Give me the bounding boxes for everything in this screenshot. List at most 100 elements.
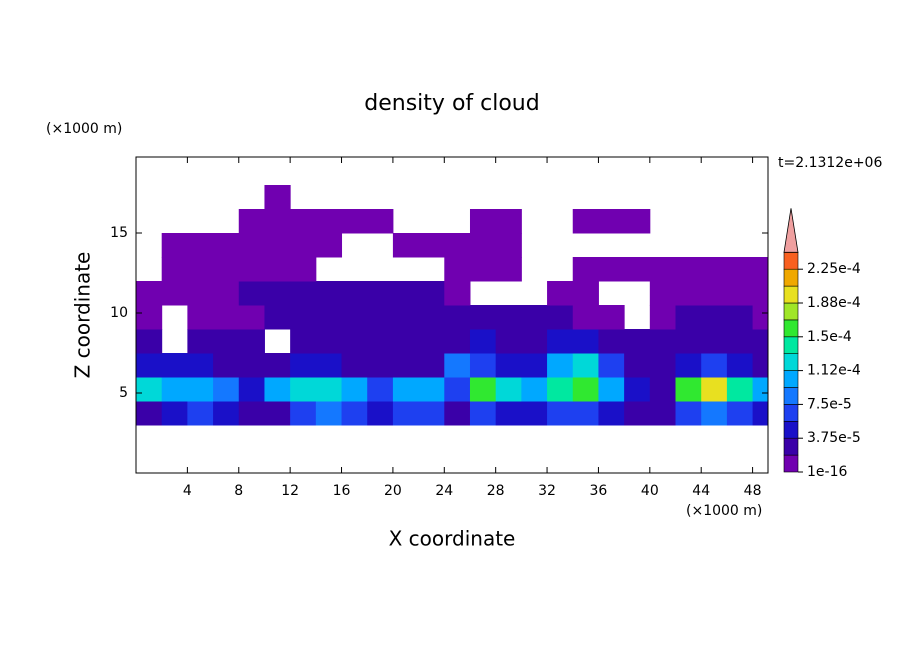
contour-cell [213, 377, 240, 402]
contour-cell [161, 233, 188, 258]
contour-cell [341, 305, 368, 330]
colorbar-segment [783, 420, 799, 439]
contour-cell [161, 353, 188, 378]
y-tick-label: 5 [119, 385, 128, 401]
contour-cell [726, 353, 754, 378]
contour-cell [187, 233, 214, 258]
contour-cell [521, 329, 548, 354]
contour-cell [367, 329, 394, 354]
contour-cell [726, 329, 754, 354]
contour-cell [547, 401, 574, 426]
colorbar-segment [783, 370, 799, 388]
contour-cell [649, 377, 677, 402]
plot-frame [135, 156, 769, 474]
contour-cell [238, 305, 265, 330]
contour-cell [598, 353, 625, 378]
x-tick-label: 40 [641, 483, 659, 499]
contour-cell [726, 377, 754, 402]
colorbar-segment [783, 302, 799, 321]
contour-cell [290, 377, 317, 402]
contour-cell [341, 281, 368, 306]
contour-cell [444, 233, 471, 258]
x-axis-title: X coordinate [389, 527, 516, 551]
contour-cell [213, 233, 240, 258]
contour-cell [495, 353, 522, 378]
contour-cell [392, 377, 420, 402]
contour-cell [547, 281, 574, 306]
contour-cell [213, 401, 240, 426]
contour-cell [624, 401, 651, 426]
contour-cell [521, 401, 548, 426]
contour-cell [572, 281, 599, 306]
contour-cell [187, 329, 214, 354]
contour-cell [444, 401, 471, 426]
contour-cell [264, 257, 291, 282]
contour-cell [495, 233, 522, 258]
contour-cell [392, 401, 420, 426]
contour-cell [315, 353, 343, 378]
contour-cell [238, 401, 265, 426]
contour-cell [495, 377, 522, 402]
contour-cell [469, 377, 497, 402]
y-tick-label: 15 [110, 225, 128, 241]
contour-cell [624, 257, 651, 282]
colorbar-segment [783, 336, 799, 354]
colorbar-label: 1e-16 [807, 464, 847, 480]
contour-cell [161, 401, 188, 426]
y-tick-label: 10 [110, 305, 128, 321]
contour-cell [187, 377, 214, 402]
chart-title: density of cloud [364, 91, 539, 116]
x-tick-label: 44 [692, 483, 710, 499]
contour-cell [675, 305, 702, 330]
contour-cell [418, 377, 445, 402]
contour-cell [726, 257, 754, 282]
contour-cell [598, 209, 625, 234]
contour-cell [572, 353, 599, 378]
contour-cell [444, 305, 471, 330]
contour-cell [701, 305, 728, 330]
contour-cell [521, 377, 548, 402]
contour-cell [521, 305, 548, 330]
contour-cell [752, 305, 768, 330]
contour-cell [315, 209, 343, 234]
contour-cell [572, 305, 599, 330]
contour-cell [264, 353, 291, 378]
contour-cell [136, 377, 163, 402]
contour-cell [290, 329, 317, 354]
x-tick-label: 48 [744, 483, 762, 499]
contour-cell [624, 377, 651, 402]
contour-cell [341, 377, 368, 402]
contour-cell [341, 353, 368, 378]
contour-cell [675, 329, 702, 354]
contour-cell [726, 401, 754, 426]
contour-cell [726, 305, 754, 330]
colorbar-segment [783, 404, 799, 422]
contour-cell [701, 329, 728, 354]
contour-cell [598, 401, 625, 426]
contour-cell [624, 329, 651, 354]
colorbar-label: 1.12e-4 [807, 363, 861, 379]
x-unit: (×1000 m) [686, 503, 762, 519]
contour-cell [161, 377, 188, 402]
x-tick-label: 24 [435, 483, 453, 499]
contour-cell [418, 401, 445, 426]
contour-cell [469, 209, 497, 234]
contour-cell [238, 233, 265, 258]
contour-cell [675, 281, 702, 306]
contour-cell [238, 281, 265, 306]
contour-cell [136, 401, 163, 426]
contour-cell [701, 353, 728, 378]
contour-cell [624, 353, 651, 378]
contour-cell [264, 185, 291, 210]
contour-cell [161, 257, 188, 282]
contour-cell [367, 305, 394, 330]
x-tick-label: 20 [384, 483, 402, 499]
contour-cell [547, 353, 574, 378]
contour-cell [495, 209, 522, 234]
colorbar-over-triangle [783, 208, 799, 253]
contour-cell [238, 329, 265, 354]
contour-cell [649, 353, 677, 378]
contour-cell [547, 329, 574, 354]
contour-cell [213, 257, 240, 282]
